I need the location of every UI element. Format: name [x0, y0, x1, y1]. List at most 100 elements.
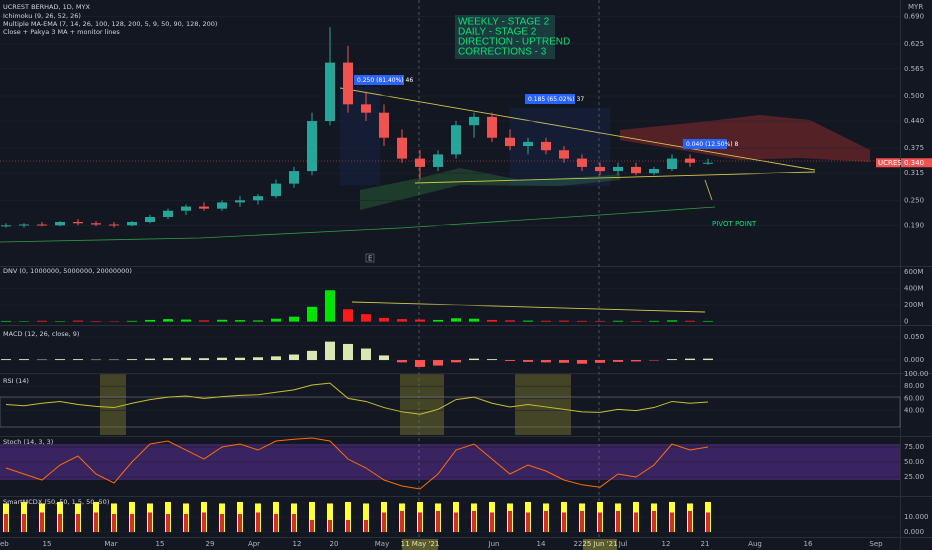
measure-label: 0.185 (65.02%) 37 [528, 96, 584, 103]
volume-bar [559, 320, 569, 322]
mcdx-bar [688, 510, 692, 533]
y-tick-label: 10.000 [904, 513, 929, 521]
volume-bar [595, 320, 605, 322]
mcdx-bar [580, 510, 584, 533]
candle-body [703, 162, 713, 164]
volume-bar [145, 319, 155, 322]
candle-body [325, 62, 335, 122]
trendline [339, 87, 816, 171]
macd-bar [577, 360, 587, 364]
macd-bar [361, 348, 371, 361]
macd-bar [433, 360, 443, 366]
x-axis: eb 15 Mar 15 29 Apr 12 20 May 11 May '21… [0, 539, 883, 550]
volume-bar [613, 320, 623, 322]
pane-label: RSI (14) [3, 377, 29, 385]
annotation-line: DAILY - STAGE 2 [458, 27, 537, 38]
macd-bar [379, 355, 389, 361]
price-tag [901, 158, 932, 168]
y-tick-label: 40.00 [904, 407, 924, 415]
event-box [365, 253, 375, 263]
volume-bar [433, 319, 443, 322]
candle-body [379, 112, 389, 138]
candle-body [505, 137, 515, 147]
macd-bar [631, 360, 641, 362]
x-tick-label: Mar [104, 540, 117, 548]
candle-body [73, 222, 83, 224]
zone [515, 374, 571, 435]
candle-body [577, 158, 587, 167]
candle-body [469, 116, 479, 126]
volume-bar [451, 318, 461, 322]
macd-bar [19, 359, 29, 361]
candle-body [163, 210, 173, 218]
x-tick-label: 21 [701, 540, 710, 548]
candle-body [307, 121, 317, 172]
mcdx-bar [94, 512, 98, 533]
mcdx-bar [58, 513, 62, 533]
candle-body [631, 166, 641, 174]
volume-bar [523, 320, 533, 322]
macd-bar [199, 358, 209, 361]
mcdx-bar [454, 512, 458, 533]
volume-bar [343, 309, 353, 322]
macd-bar [523, 360, 533, 362]
volume-bar [379, 317, 389, 322]
macd-bar [163, 358, 173, 361]
macd-bar [181, 357, 191, 361]
ichimoku-cloud [620, 115, 870, 162]
mcdx-bar [436, 510, 440, 533]
mcdx-bar [508, 510, 512, 533]
mcdx-bar [40, 512, 44, 533]
mcdx-bar [202, 512, 206, 533]
event-marker: E [368, 255, 372, 263]
macd-bar [325, 341, 335, 361]
macd-bar [685, 358, 695, 361]
volume-bar [667, 320, 677, 322]
candle-body [199, 206, 209, 209]
mcdx-bar [238, 513, 242, 533]
mcdx-bar [670, 512, 674, 533]
x-tick-label: 29 [206, 540, 215, 548]
macd-bar [487, 359, 497, 361]
volume-bar [703, 320, 713, 322]
y-tick-label: 60.00 [904, 394, 924, 402]
measure-range [509, 107, 611, 187]
mcdx-bar [309, 501, 315, 533]
mcdx-bar [400, 510, 404, 533]
price-tag-value: 0.340 [904, 159, 924, 167]
ichimoku-cloud [360, 168, 620, 210]
volume-bar [577, 320, 587, 322]
candle-body [289, 171, 299, 184]
pane-label: Stoch (14, 3, 3) [3, 438, 53, 446]
y-tick-label: 400M [904, 285, 923, 293]
mcdx-bar [634, 512, 638, 533]
candle-body [595, 166, 605, 172]
x-tick-label: 25 Jun '21 [582, 540, 617, 548]
candle-body [145, 217, 155, 223]
mcdx-bar [274, 513, 278, 533]
x-tick-label: 15 [156, 540, 165, 548]
y-tick-label: 0.565 [904, 65, 924, 73]
x-tick-label: 11 May '21 [401, 540, 440, 548]
candle-body [19, 224, 29, 226]
volume-bar [253, 320, 263, 322]
volume-bar [73, 320, 83, 322]
chart-title: UCREST BERHAD, 1D, MYX [3, 3, 90, 11]
candle-body [685, 158, 695, 163]
macd-bar [397, 360, 407, 363]
zone [100, 374, 126, 435]
x-tick-label: 12 [293, 540, 302, 548]
volume-bar [181, 319, 191, 322]
mcdx-bar [76, 513, 80, 533]
mcdx-bar [345, 501, 351, 533]
x-tick-label: Aug [748, 540, 762, 548]
trendline [414, 171, 816, 184]
candle-body [235, 200, 245, 203]
study-label: Close + Pakya 3 MA + monitor lines [3, 28, 120, 36]
mcdx-bar [148, 512, 152, 533]
x-tick-label: 14 [537, 540, 546, 548]
y-tick-label: 0.000 [904, 356, 924, 364]
macd-bar [307, 350, 317, 361]
macd-bar [559, 360, 569, 363]
